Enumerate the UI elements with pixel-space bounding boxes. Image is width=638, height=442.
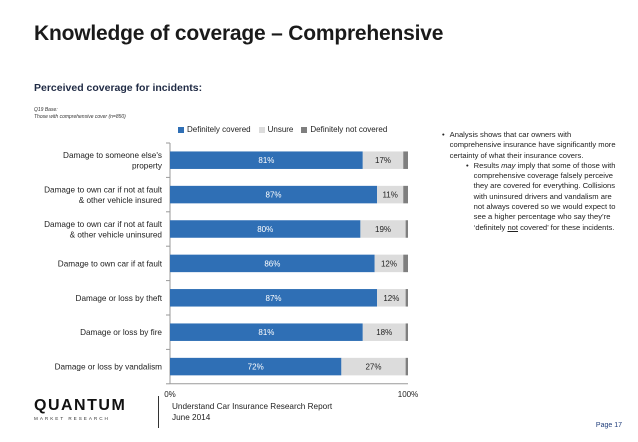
bar-definitely-covered (170, 289, 378, 307)
bar-definitely-not-covered (405, 289, 408, 307)
page-number: Page 17 (595, 422, 622, 429)
category-label: & other vehicle uninsured (70, 230, 163, 239)
category-label: Damage to own car if not at fault (44, 185, 163, 194)
base-description: Those with comprehensive cover (n=850) (34, 114, 126, 120)
legend-item-unsure: Unsure (258, 125, 294, 134)
category-label: Damage to someone else's (63, 151, 162, 160)
legend-item-definitely-not-covered: Definitely not covered (301, 125, 387, 134)
bar-definitely-not-covered (405, 220, 408, 238)
x-tick-label: 0% (164, 390, 176, 399)
logo-wordmark: QUANTUM (34, 397, 127, 414)
data-label: 81% (258, 328, 274, 337)
bar-definitely-covered (170, 254, 375, 273)
data-label: 86% (264, 259, 280, 268)
data-label: 12% (381, 259, 397, 268)
bar-definitely-covered (170, 357, 342, 376)
legend-swatch (301, 126, 308, 133)
bar-definitely-covered (170, 220, 361, 238)
bar-definitely-not-covered (405, 323, 408, 341)
analysis-notes: • Analysis shows that car owners with co… (442, 130, 618, 233)
category-label: Damage to own car if at fault (58, 259, 163, 268)
legend-swatch (258, 126, 265, 133)
slide-title: Knowledge of coverage – Comprehensive (34, 22, 444, 45)
category-label: Damage or loss by theft (76, 294, 163, 303)
data-label: 18% (376, 328, 392, 337)
category-label: Damage or loss by fire (80, 328, 162, 337)
bar-definitely-not-covered (403, 185, 408, 204)
bar-unsure (362, 323, 406, 341)
bar-unsure (360, 220, 406, 238)
x-tick-label: 100% (398, 390, 418, 399)
bar-unsure (374, 254, 404, 273)
legend-label: Definitely not covered (310, 125, 388, 134)
logo-tagline: MARKET RESEARCH (34, 416, 110, 421)
bar-definitely-not-covered (403, 151, 408, 169)
category-label: Damage or loss by vandalism (55, 363, 163, 372)
chart-legend: Definitely covered Unsure Definitely not… (178, 125, 387, 134)
data-label: 80% (257, 225, 273, 234)
category-label: & other vehicle insured (79, 196, 163, 205)
analysis-sub-bullet: • Results may imply that some of those w… (466, 161, 618, 233)
analysis-bullet: • Analysis shows that car owners with co… (442, 130, 618, 161)
data-label: 72% (248, 363, 264, 372)
bar-definitely-covered (170, 185, 378, 204)
legend-label: Definitely covered (187, 125, 251, 134)
report-date: June 2014 (172, 413, 211, 422)
chart-subtitle: Perceived coverage for incidents: (34, 82, 203, 94)
data-label: 81% (258, 156, 274, 165)
bar-definitely-covered (170, 323, 363, 341)
legend-item-definitely-covered: Definitely covered (178, 125, 251, 134)
footer: Understand Car Insurance Research Report… (172, 401, 332, 423)
bar-definitely-not-covered (403, 254, 408, 273)
bar-unsure (377, 185, 404, 204)
bullet-icon: • (442, 130, 445, 139)
bar-unsure (362, 151, 404, 169)
bar-definitely-covered (170, 151, 363, 169)
data-label: 87% (266, 294, 282, 303)
legend-label: Unsure (267, 125, 294, 134)
data-label: 87% (266, 191, 282, 200)
legend-swatch (178, 126, 184, 133)
footer-divider (158, 396, 159, 428)
category-label: Damage to own car if not at fault (44, 220, 163, 229)
bullet-icon: • (466, 160, 469, 170)
quantum-logo: QUANTUM MARKET RESEARCH (34, 397, 127, 422)
data-label: 19% (375, 225, 391, 234)
bar-unsure (377, 289, 406, 307)
bar-definitely-not-covered (405, 357, 408, 376)
data-label: 27% (365, 363, 381, 372)
category-label: property (132, 161, 163, 170)
base-note: Q19 Base: Those with comprehensive cover… (34, 107, 174, 121)
data-label: 11% (382, 191, 397, 200)
analysis-text: Analysis shows that car owners with comp… (449, 130, 616, 160)
data-label: 17% (375, 156, 391, 165)
report-title: Understand Car Insurance Research Report (172, 402, 333, 411)
bar-unsure (341, 357, 406, 376)
base-label: Q19 Base: (34, 107, 58, 113)
analysis-sub-text: Results may imply that some of those wit… (473, 160, 616, 232)
data-label: 12% (383, 294, 399, 303)
